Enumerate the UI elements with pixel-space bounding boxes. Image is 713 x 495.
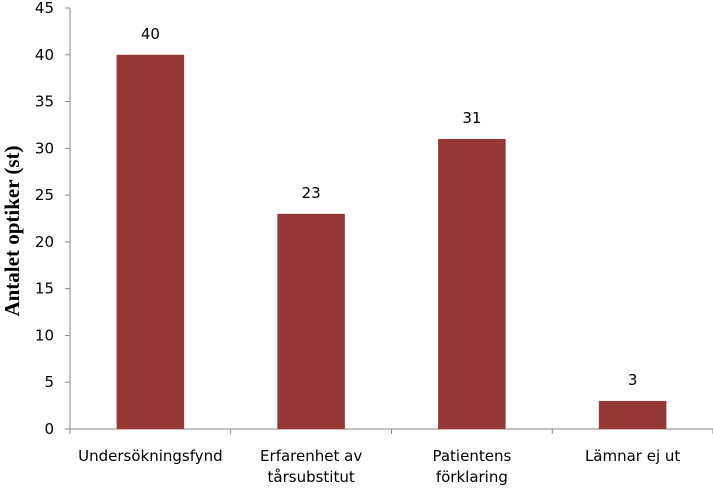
y-tick-label: 45 [35,0,54,17]
x-category-label: Lämnar ej ut [585,447,680,465]
x-category-label: tårsubstitut [268,468,355,486]
data-label: 31 [462,109,481,127]
y-tick-label: 5 [44,373,54,391]
labels: 0 5 10 15 20 25 30 35 40 45 40 Undersökningsfynd 23 E… [35,0,681,486]
y-tick-label: 20 [35,233,54,251]
y-axis-title: Antalet optiker (st) [0,145,24,316]
bar [116,54,185,430]
x-category-label: förklaring [436,468,508,486]
bars [116,54,667,430]
bar [438,138,506,429]
y-tick-label: 30 [35,139,54,157]
x-category-label: Undersökningsfynd [78,447,223,465]
x-category-label: Patientens [432,447,511,465]
x-category-label: Erfarenhet av [260,447,362,465]
y-tick-label: 15 [35,280,54,298]
y-tick-label: 40 [35,46,54,64]
data-label: 3 [628,371,638,389]
y-tick-label: 0 [44,420,54,438]
data-label: 23 [302,184,321,202]
y-tick-label: 25 [35,186,54,204]
y-tick-label: 35 [35,93,54,111]
y-axis-title-group: Antalet optiker (st) [0,145,24,316]
bar [598,400,667,429]
y-tick-label: 10 [35,326,54,344]
bar [277,213,345,429]
data-label: 40 [141,25,160,43]
